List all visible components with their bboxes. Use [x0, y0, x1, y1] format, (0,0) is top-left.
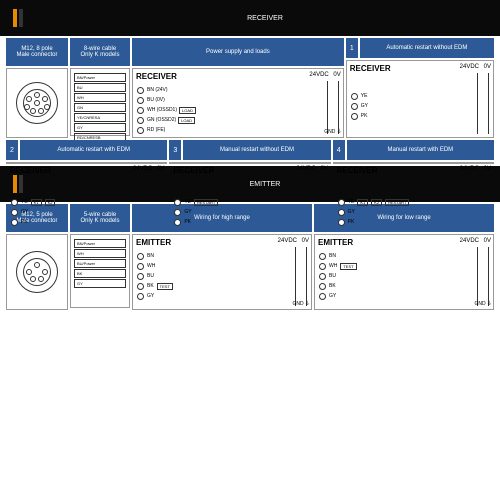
wire: YEK1K2RESTART: [338, 197, 465, 207]
block-title: RECEIVER: [10, 166, 51, 175]
emitter-title: EMITTER: [30, 181, 500, 188]
em-connector-diagram: [6, 234, 68, 310]
rail-24v: 24VDC: [278, 238, 297, 244]
rail-24v: 24VDC: [296, 166, 315, 172]
wire: WH: [137, 261, 283, 271]
rail-24v: 24VDC: [133, 166, 152, 172]
wire: GY: [319, 291, 465, 301]
cable-wire: BU/Power: [74, 259, 126, 268]
wire: GY: [338, 207, 465, 217]
wire: YEK1K2: [11, 197, 138, 207]
wire: WH (OSSD1)LOAD: [137, 105, 315, 115]
wire: GY: [174, 207, 301, 217]
rx-p1-num: 1: [346, 38, 358, 58]
receiver-header: RECEIVER: [0, 0, 500, 36]
rx-p2-num: 2: [6, 140, 18, 160]
block-title: RECEIVER: [350, 64, 391, 73]
rail-0v: 0V: [484, 238, 491, 244]
receiver-logo: [6, 6, 30, 30]
rx-connector-label: M12, 8 pole Male connector: [6, 38, 68, 66]
wire: PK: [351, 111, 465, 121]
wire: GY: [351, 101, 465, 111]
rx-p4-num: 4: [333, 140, 345, 160]
wire: PK: [11, 217, 138, 227]
wire: WHTEST: [319, 261, 465, 271]
wire: BKTEST: [137, 281, 283, 291]
em-cable-diagram: BN/PowerWHBU/PowerBKGY: [70, 234, 130, 308]
cable-wire: GY: [74, 279, 126, 288]
rail-0v: 0V: [333, 72, 340, 78]
wire: BN: [319, 251, 465, 261]
em-low-diagram: EMITTER 24VDC 0V BNWHTESTBUBKGY GND ⏚: [314, 234, 494, 310]
rail-0v: 0V: [157, 166, 164, 172]
rail-24v: 24VDC: [460, 166, 479, 172]
rx-p1-title: Automatic restart without EDM: [360, 38, 494, 58]
rail-0v: 0V: [484, 64, 491, 70]
rx-p3-diagram: RECEIVER24VDC0VYERESTARTGYPK: [169, 162, 330, 164]
block-title: RECEIVER: [173, 166, 214, 175]
rx-p4-title: Manual restart with EDM: [347, 140, 494, 160]
gnd-label: GND ⏚: [324, 128, 342, 135]
rx-p3-num: 3: [169, 140, 181, 160]
cable-wire: BN/Power: [74, 239, 126, 248]
rx-p1-diagram: RECEIVER 24VDC 0V YEGYPK: [346, 60, 494, 138]
wire: YE: [351, 91, 465, 101]
rx-p2-title: Automatic restart with EDM: [20, 140, 167, 160]
em-high-diagram: EMITTER 24VDC 0V BNWHBUBKTESTGY GND ⏚: [132, 234, 312, 310]
cable-wire: GN: [74, 103, 126, 112]
cable-wire: WH: [74, 93, 126, 102]
rx-connector-diagram: [6, 68, 68, 138]
block-title: EMITTER: [318, 238, 353, 247]
rx-cable-label: 8-wire cable Only K models: [70, 38, 130, 66]
rail-0v: 0V: [302, 238, 309, 244]
cable-wire: BK: [74, 269, 126, 278]
cable-wire: GY: [74, 123, 126, 132]
rx-main-title: Power supply and loads: [132, 38, 344, 66]
wire: BU: [137, 271, 283, 281]
rail-0v: 0V: [320, 166, 327, 172]
rail-24v: 24VDC: [460, 64, 479, 70]
wire: YERESTART: [174, 197, 301, 207]
rx-cable-diagram: BN/PowerBUWHGNYE/CNRESAGYRD/CNRESBPK: [70, 68, 130, 136]
receiver-title: RECEIVER: [30, 15, 500, 22]
cable-wire: BN/Power: [74, 73, 126, 82]
wire: BN (24V): [137, 85, 315, 95]
wire: BN: [137, 251, 283, 261]
wire: BU (0V): [137, 95, 315, 105]
rx-p4-diagram: RECEIVER24VDC0VYEK1K2RESTARTGYPK: [333, 162, 494, 164]
cable-wire: BU: [74, 83, 126, 92]
wire: PK: [338, 217, 465, 227]
emitter-logo: [6, 172, 30, 196]
rx-p3-title: Manual restart without EDM: [183, 140, 330, 160]
cable-wire: WH: [74, 249, 126, 258]
block-title: RECEIVER: [136, 72, 177, 81]
block-title: EMITTER: [136, 238, 171, 247]
rail-24v: 24VDC: [460, 238, 479, 244]
rail-0v: 0V: [484, 166, 491, 172]
rx-p2-diagram: RECEIVER24VDC0VYEK1K2GYPK: [6, 162, 167, 164]
wire: BU: [319, 271, 465, 281]
gnd-label: GND ⏚: [292, 300, 310, 307]
wire: BK: [319, 281, 465, 291]
wire: GY: [11, 207, 138, 217]
gnd-label: GND ⏚: [474, 300, 492, 307]
cable-wire: YE/CNRESA: [74, 113, 126, 122]
rx-main-diagram: RECEIVER 24VDC 0V BN (24V)BU (0V)WH (OSSD1)…: [132, 68, 344, 138]
wire: GN (OSSD2)LOAD: [137, 115, 315, 125]
rail-24v: 24VDC: [309, 72, 328, 78]
wire: PK: [174, 217, 301, 227]
block-title: RECEIVER: [337, 166, 378, 175]
wire: RD (FE): [137, 125, 315, 135]
wire: GY: [137, 291, 283, 301]
